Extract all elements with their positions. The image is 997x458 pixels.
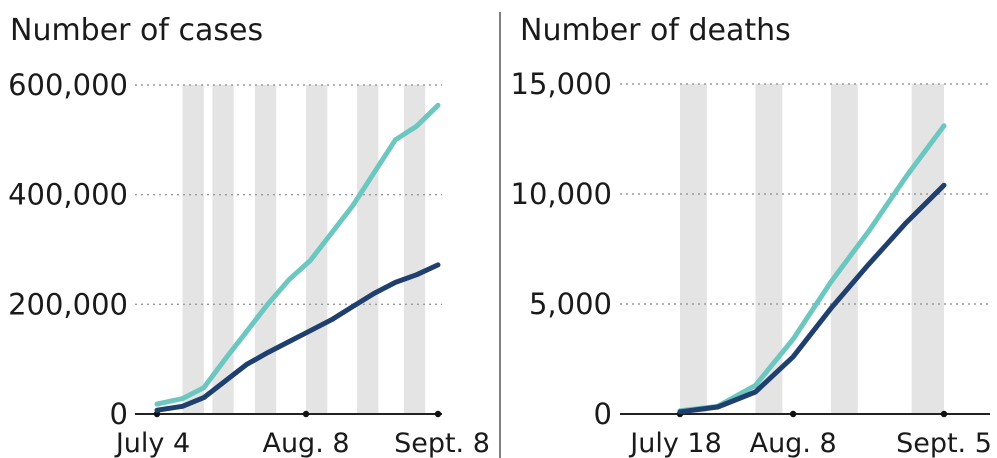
series-line-dark bbox=[154, 262, 441, 413]
y-tick-labels: 0 5,000 10,000 15,000 bbox=[511, 67, 612, 431]
y-tick-label: 15,000 bbox=[511, 67, 612, 101]
y-tick-label: 0 bbox=[594, 397, 612, 431]
x-tick-label: Aug. 8 bbox=[262, 428, 349, 458]
x-tick-mark bbox=[302, 410, 310, 418]
x-tick-mark bbox=[434, 410, 442, 418]
series-line-light bbox=[677, 123, 947, 414]
y-tick-label: 10,000 bbox=[511, 177, 612, 211]
gridlines bbox=[135, 84, 442, 306]
y-tick-labels: 0 200,000 400,000 600,000 bbox=[8, 68, 128, 431]
x-tick-labels: July 18 Aug. 8 Sept. 5 bbox=[628, 410, 992, 458]
y-tick-label: 600,000 bbox=[8, 68, 128, 102]
shaded-week-band bbox=[911, 84, 944, 414]
shaded-week-band bbox=[212, 85, 234, 414]
x-tick-label: July 4 bbox=[114, 428, 190, 458]
shaded-week-band bbox=[182, 85, 204, 414]
x-tick-label: Sept. 8 bbox=[394, 428, 490, 458]
y-tick-label: 0 bbox=[110, 397, 128, 431]
x-tick-mark bbox=[940, 410, 948, 418]
y-tick-label: 200,000 bbox=[8, 287, 128, 321]
shaded-week-band bbox=[254, 85, 277, 414]
gridlines bbox=[620, 83, 990, 305]
cases-panel: 0 200,000 400,000 600,000 July 4 Aug. 8 Sept. … bbox=[8, 13, 490, 458]
series-lines bbox=[154, 102, 441, 413]
deaths-chart-title: Number of deaths bbox=[520, 13, 791, 48]
series-line-dark bbox=[677, 182, 947, 415]
shaded-week-band bbox=[403, 85, 426, 414]
deaths-panel: 0 5,000 10,000 15,000 July 18 Aug. 8 Sept. 5 Nu… bbox=[511, 13, 992, 458]
y-tick-label: 5,000 bbox=[529, 287, 612, 321]
cases-chart-title: Number of cases bbox=[10, 13, 263, 48]
shaded-week-band bbox=[357, 85, 379, 414]
x-tick-labels: July 4 Aug. 8 Sept. 8 bbox=[114, 410, 490, 458]
y-tick-label: 400,000 bbox=[8, 178, 128, 212]
x-tick-label: Aug. 8 bbox=[750, 428, 837, 458]
series-lines bbox=[677, 123, 947, 415]
shaded-week-band bbox=[755, 84, 783, 414]
shaded-week-band bbox=[680, 84, 707, 414]
series-line-light bbox=[154, 102, 441, 407]
x-tick-mark bbox=[789, 410, 797, 418]
x-tick-label: Sept. 5 bbox=[896, 428, 992, 458]
shaded-week-bands bbox=[680, 84, 944, 414]
x-tick-label: July 18 bbox=[628, 428, 722, 458]
